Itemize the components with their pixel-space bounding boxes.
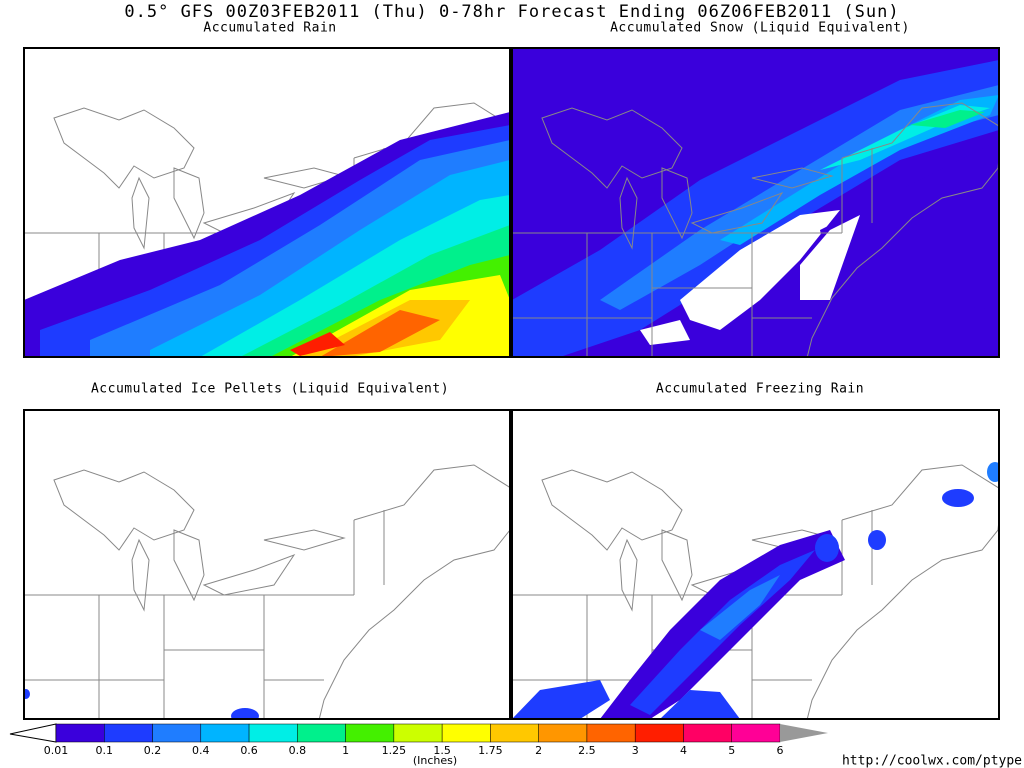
colorbar-label: 2.5 (578, 744, 596, 757)
colorbar-label: 0.6 (240, 744, 258, 757)
colorbar-label: 1.5 (433, 744, 451, 757)
colorbar-cell (586, 723, 636, 743)
snow-map (512, 48, 999, 357)
colorbar-label: 6 (777, 744, 784, 757)
colorbar-low-end (9, 723, 57, 743)
panel-title: Accumulated Freezing Rain (656, 382, 864, 397)
colorbar-cell (55, 723, 105, 743)
colorbar-cell (393, 723, 443, 743)
rain-map (24, 102, 510, 357)
colorbar-label: 3 (632, 744, 639, 757)
colorbar-unit: (Inches) (413, 754, 457, 767)
panel-frame (23, 47, 511, 358)
colorbar-cell (345, 723, 395, 743)
colorbar-label: 0.4 (192, 744, 210, 757)
colorbar-label: 5 (728, 744, 735, 757)
colorbar-cell (104, 723, 153, 743)
colorbar-label: 1.75 (478, 744, 503, 757)
panel-title: Accumulated Snow (Liquid Equivalent) (610, 21, 910, 36)
title: 0.5° GFS 00Z03FEB2011 (Thu) 0-78hr Forec… (124, 2, 899, 22)
colorbar-cell (248, 723, 298, 743)
panel-frame (511, 409, 1000, 720)
panel-title: Accumulated Rain (203, 21, 336, 36)
colorbar-cell (200, 723, 250, 743)
colorbar-label: 4 (680, 744, 687, 757)
colorbar-cell (297, 723, 346, 743)
colorbar-cell (731, 723, 781, 743)
colorbar-cell (490, 723, 539, 743)
colorbar-cell (683, 723, 732, 743)
colorbar-label: 0.1 (96, 744, 114, 757)
colorbar-high-end (780, 724, 828, 742)
panel-frame (23, 409, 511, 720)
colorbar-label: 0.2 (144, 744, 162, 757)
colorbar-cell (152, 723, 202, 743)
colorbar-label: 1.25 (382, 744, 407, 757)
colorbar-label: 1 (342, 744, 349, 757)
colorbar-label: 2 (535, 744, 542, 757)
panel-frame (511, 47, 1000, 358)
colorbar-cell (538, 723, 588, 743)
freezing-rain-map (512, 462, 999, 719)
colorbar-cell (441, 723, 491, 743)
colorbar-label: 0.8 (289, 744, 307, 757)
panel-title: Accumulated Ice Pellets (Liquid Equivale… (91, 382, 449, 397)
colorbar-label: 0.01 (44, 744, 69, 757)
colorbar-cell (634, 723, 684, 743)
ice-pellets-map (24, 464, 510, 719)
colorbar: 0.01 0.1 0.2 0.4 0.6 0.8 1 1.25 1.5 1.75 2 2.5 3 4 5 6 (9, 723, 828, 757)
source-url: http://coolwx.com/ptype (842, 754, 1022, 768)
